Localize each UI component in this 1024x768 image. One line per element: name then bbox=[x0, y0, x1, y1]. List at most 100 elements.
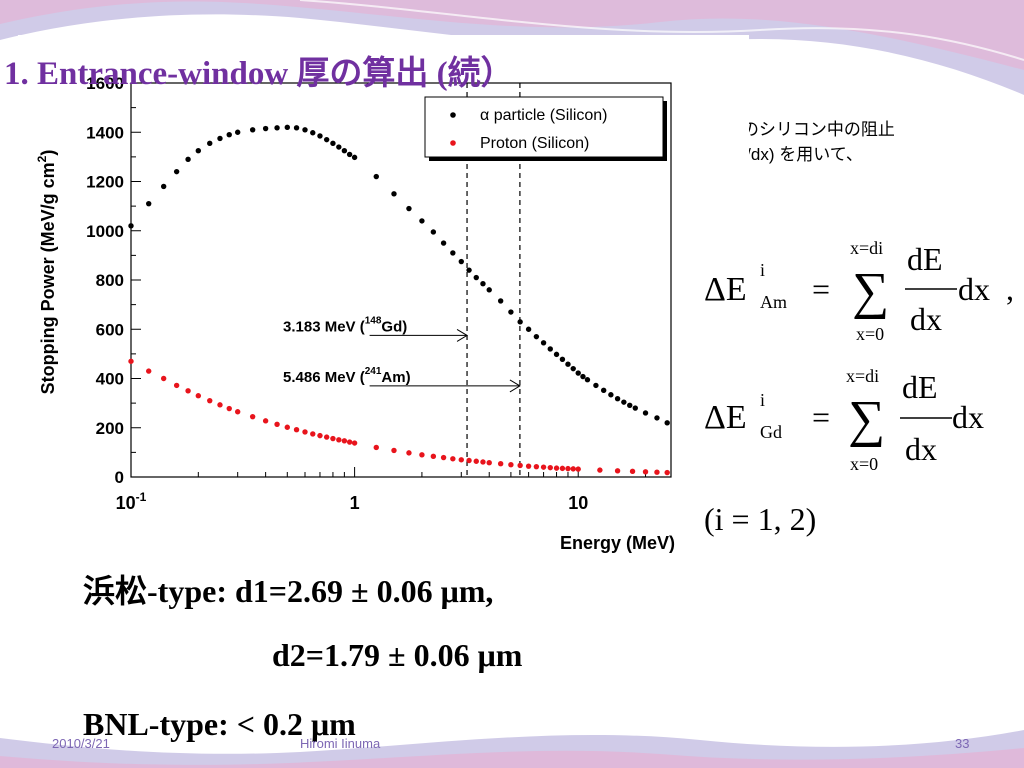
y-axis-label: Stopping Power (MeV/g cm2) bbox=[35, 150, 58, 395]
bottom-wave-pink bbox=[0, 748, 1024, 768]
alpha-data-point bbox=[486, 287, 492, 293]
proton-data-point bbox=[533, 463, 540, 470]
proton-data-point bbox=[160, 375, 167, 382]
proton-data-point bbox=[317, 432, 323, 439]
alpha-data-point bbox=[302, 127, 308, 133]
proton-data-point bbox=[508, 461, 514, 468]
proton-data-point bbox=[173, 382, 180, 389]
alpha-data-point bbox=[419, 218, 425, 224]
legend-box bbox=[424, 96, 664, 158]
proton-data-point bbox=[284, 424, 290, 430]
proton-data-point bbox=[336, 437, 342, 443]
alpha-data-point bbox=[508, 309, 514, 315]
alpha-data-point bbox=[664, 420, 670, 426]
alpha-data-point bbox=[185, 156, 191, 163]
y-tick-label: 800 bbox=[96, 271, 124, 290]
proton-data-point bbox=[654, 469, 660, 475]
eq-am-superscript: i bbox=[760, 260, 765, 280]
x-tick-label: 10 bbox=[568, 493, 588, 513]
alpha-data-point bbox=[128, 223, 134, 229]
equation-gd: ΔE i Gd = x=di ∑ x=0 dE dx dx bbox=[704, 366, 984, 474]
proton-data-point bbox=[274, 421, 280, 428]
alpha-data-point bbox=[160, 183, 167, 190]
footer-page-number: 33 bbox=[955, 736, 970, 751]
y-tick-label: 400 bbox=[96, 370, 124, 389]
alpha-data-point bbox=[540, 340, 547, 346]
index-range-note: (i = 1, 2) bbox=[704, 501, 816, 537]
annotation-label-2: 5.486 MeV (241Am) bbox=[283, 366, 411, 386]
proton-data-point bbox=[341, 438, 348, 444]
proton-data-point bbox=[419, 452, 425, 458]
proton-data-point bbox=[234, 409, 241, 415]
proton-data-point bbox=[207, 397, 213, 404]
alpha-data-point bbox=[466, 267, 472, 273]
proton-data-point bbox=[486, 460, 492, 466]
equation-am: ΔE i Am = x=di ∑ x=0 dE dx dx , bbox=[704, 238, 1014, 344]
alpha-data-point bbox=[547, 346, 553, 352]
proton-data-point bbox=[525, 463, 532, 469]
proton-data-point bbox=[391, 447, 397, 454]
alpha-data-point bbox=[450, 250, 456, 256]
alpha-data-point bbox=[440, 240, 447, 246]
alpha-data-point bbox=[234, 129, 241, 135]
alpha-data-point bbox=[373, 173, 379, 180]
alpha-data-point bbox=[346, 151, 353, 158]
proton-data-point bbox=[517, 462, 523, 469]
eq-am-equals: = bbox=[812, 271, 830, 307]
proton-data-point bbox=[185, 388, 191, 394]
alpha-data-point bbox=[614, 395, 621, 402]
alpha-data-point bbox=[430, 229, 437, 235]
alpha-data-point bbox=[632, 405, 638, 411]
proton-data-point bbox=[217, 402, 223, 408]
alpha-data-point bbox=[608, 392, 614, 398]
annotation-arrow-head-1 bbox=[456, 328, 469, 342]
proton-data-point bbox=[614, 468, 621, 474]
alpha-data-point bbox=[284, 124, 290, 131]
eq-am-differential: dx bbox=[958, 271, 990, 307]
legend-label-2: Proton (Silicon) bbox=[480, 135, 589, 152]
alpha-data-point bbox=[323, 136, 330, 143]
alpha-data-point bbox=[570, 365, 576, 372]
proton-data-point bbox=[664, 469, 670, 476]
alpha-data-point bbox=[195, 148, 202, 154]
proton-data-point bbox=[450, 456, 456, 462]
stopping-power-chart: 0 200 400 600 800 1000 1200 1400 1600 10-1 1 10 Ener… bbox=[35, 74, 675, 553]
eq-gd-superscript: i bbox=[760, 390, 765, 410]
proton-data-point bbox=[302, 429, 308, 435]
alpha-data-point bbox=[458, 258, 464, 265]
eq-gd-lhs: ΔE bbox=[704, 399, 747, 436]
alpha-data-point bbox=[533, 333, 540, 340]
proton-data-point bbox=[346, 439, 353, 445]
alpha-data-point bbox=[593, 382, 599, 389]
x-axis-label: Energy (MeV) bbox=[560, 533, 675, 553]
alpha-data-point bbox=[293, 125, 300, 131]
proton-data-point bbox=[323, 434, 330, 440]
proton-data-point bbox=[497, 461, 504, 467]
alpha-data-point bbox=[584, 377, 591, 383]
annotation-label-1: 3.183 MeV (148Gd) bbox=[283, 315, 407, 335]
proton-data-point bbox=[330, 435, 336, 442]
eq-am-denominator: dx bbox=[910, 301, 942, 337]
proton-data-point bbox=[406, 450, 412, 456]
y-tick-label: 1200 bbox=[86, 173, 124, 192]
proton-data-point bbox=[373, 444, 379, 451]
legend-label-1: α particle (Silicon) bbox=[480, 107, 608, 124]
y-tick-label: 200 bbox=[96, 419, 124, 438]
alpha-data-point bbox=[173, 168, 180, 175]
alpha-data-point bbox=[565, 361, 571, 367]
proton-data-point bbox=[597, 467, 603, 473]
alpha-data-point bbox=[654, 415, 660, 421]
top-wave-light bbox=[299, 0, 1024, 61]
result-bnl: BNL-type: < 0.2 μm bbox=[83, 706, 356, 742]
proton-data-point bbox=[146, 368, 152, 374]
y-tick-label: 1000 bbox=[86, 222, 124, 241]
chart-group: 0 200 400 600 800 1000 1200 1400 1600 10-1 1 10 Ener… bbox=[35, 74, 675, 553]
result-d2: d2=1.79 ± 0.06 μm bbox=[272, 637, 523, 673]
eq-gd-sum-lower: x=0 bbox=[850, 454, 878, 474]
alpha-data-point bbox=[621, 399, 627, 405]
proton-data-point bbox=[480, 459, 486, 465]
alpha-data-point bbox=[580, 373, 586, 380]
alpha-data-point bbox=[642, 410, 649, 416]
legend-marker-1 bbox=[450, 112, 456, 118]
